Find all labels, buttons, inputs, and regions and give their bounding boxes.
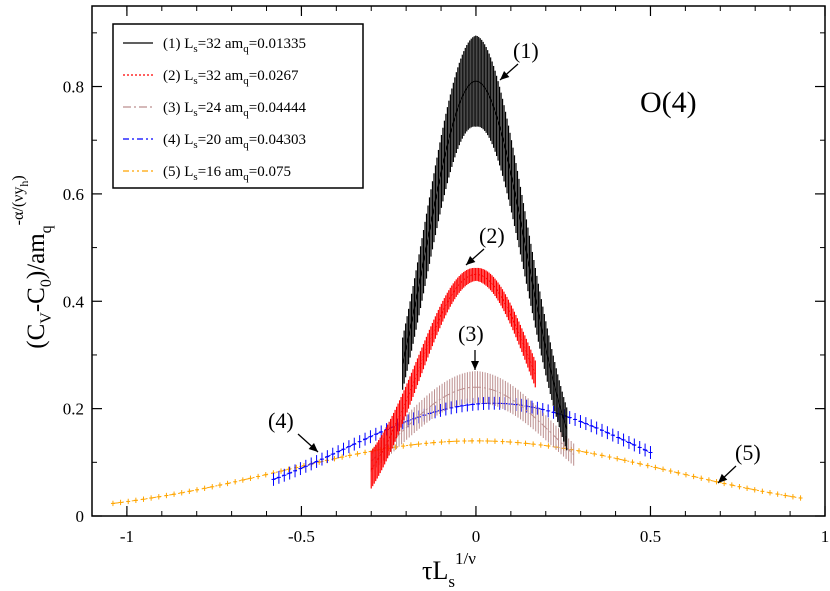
plot-frame [91,5,826,517]
legend-entry: (2) Ls=32 amq=0.0267 [163,68,299,87]
series-s5 [110,438,803,507]
series-line [402,80,568,430]
y-axis-label-sub2: 0 [38,279,55,287]
y-tick-label: 0.2 [63,400,84,419]
y-axis-label-p1: (C [23,324,50,349]
series-s1 [402,35,568,451]
x-axis-label-sub: s [448,572,455,591]
series-s2 [370,267,536,489]
y-tick-label: 0.6 [63,185,84,204]
x-axis-label-main: τL [422,556,448,585]
y-axis-label-supsub: h [17,181,31,187]
y-axis-label-p2: -C [23,287,50,312]
annotation-arrowhead [718,473,728,483]
legend-box [112,23,364,189]
legend-entry: (1) Ls=32 amq=0.01335 [163,36,306,55]
y-axis-label-sub1: V [38,312,55,324]
legend-entry: (3) Ls=24 amq=0.04444 [163,100,306,119]
y-axis-label-supend: ) [10,175,27,180]
annotation-arrowhead [466,256,476,265]
annotations: (1) (2) (3) (4) (5) [268,38,761,484]
chart-title: O(4) [640,86,697,119]
y-tick-label: 0.4 [63,292,85,311]
y-tick-label: 0.8 [63,78,84,97]
x-tick-label: -0.5 [288,527,315,546]
x-axis-label-sup: 1/ν [455,549,476,568]
annotation-label: (3) [458,321,484,346]
ticks-group: -1 -0.5 0 0.5 1 0 0.2 0.4 0.6 0.8 [63,6,830,546]
legend-entry: (4) Ls=20 amq=0.04303 [163,132,306,151]
annotation-label: (1) [513,38,539,63]
annotation-arrowhead [308,443,318,452]
x-axis-label: τLs1/ν [422,549,476,591]
annotation-label: (2) [479,223,505,248]
x-tick-label: 1 [821,527,830,546]
annotation-label: (5) [735,440,761,465]
annotation-label: (4) [268,408,294,433]
annotation-arrowhead [500,71,510,80]
x-tick-label: -1 [120,527,134,546]
x-tick-label: 0 [472,527,481,546]
annotation-arrowhead [471,361,479,370]
series-line [112,440,801,504]
legend-entry: (5) Ls=16 amq=0.075 [163,164,291,183]
x-tick-label: 0.5 [640,527,661,546]
y-tick-label: 0 [76,507,85,526]
y-axis-label-sup: -α/(νy [10,187,27,226]
series-line [273,402,651,480]
curves-group [110,35,803,507]
legend: (1) Ls=32 amq=0.01335 (2) Ls=32 amq=0.026… [123,36,306,183]
y-axis-label-sub3: q [38,225,55,233]
y-axis-label-p3: )/am [23,233,50,279]
y-axis-label: (CV-C0)/amq -α/(νyh) [10,175,55,348]
series-s4 [271,396,653,486]
